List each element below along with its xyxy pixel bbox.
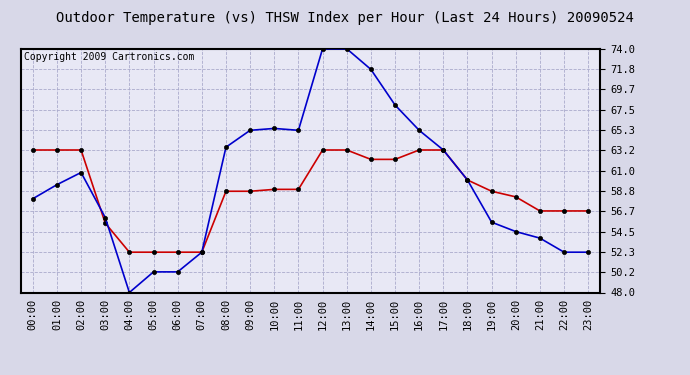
Text: Copyright 2009 Cartronics.com: Copyright 2009 Cartronics.com <box>23 53 194 62</box>
Text: Outdoor Temperature (vs) THSW Index per Hour (Last 24 Hours) 20090524: Outdoor Temperature (vs) THSW Index per … <box>56 11 634 25</box>
